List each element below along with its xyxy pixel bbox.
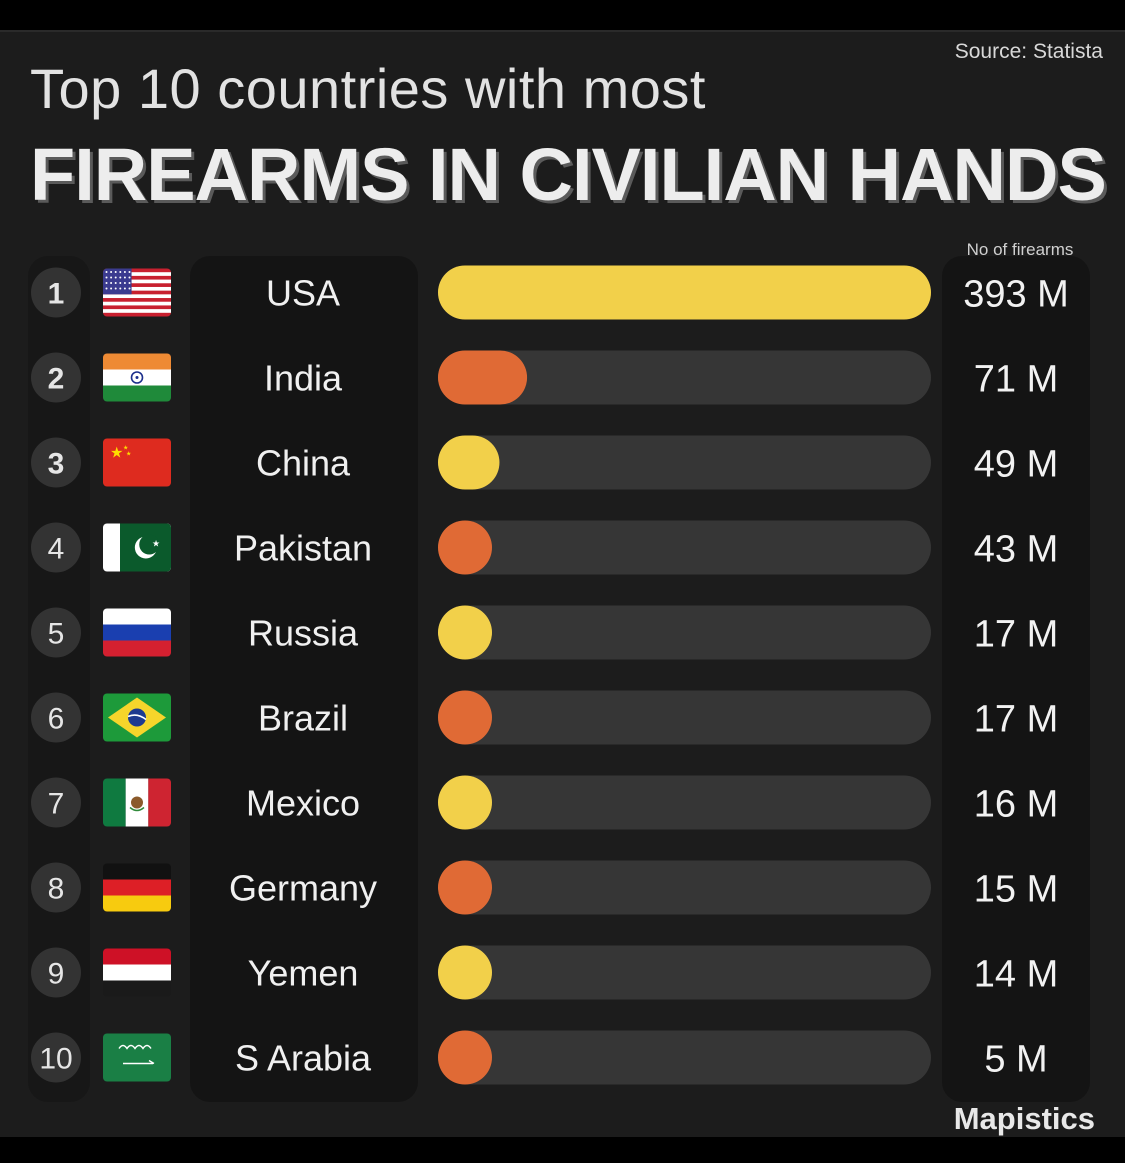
russia-flag [103, 608, 171, 657]
bar-chart: 1 USA 393 M2 India 71 M3 ★ ★★ China 49 M4 ★ Pakist… [28, 256, 1090, 1102]
value-label: 15 M [974, 869, 1058, 911]
value-label: 17 M [974, 614, 1058, 656]
country-label: Brazil [258, 698, 348, 739]
chart-row: 10 S Arabia 5 M [31, 1030, 1048, 1085]
source-label: Source: Statista [954, 40, 1103, 63]
rank-label: 8 [48, 873, 65, 906]
value-column-panel [942, 256, 1090, 1102]
brand-logo-text: Mapistics [953, 1101, 1095, 1136]
country-label: Germany [229, 868, 377, 909]
china-flag: ★ ★★ [103, 438, 171, 487]
country-label: Russia [248, 613, 359, 654]
svg-text:★: ★ [123, 445, 128, 452]
rank-label: 7 [48, 788, 65, 821]
value-column-header: No of firearms [966, 240, 1074, 259]
bar [438, 350, 528, 405]
title-line2: FIREARMS IN CIVILIAN HANDS [30, 133, 1107, 216]
usa-flag [103, 268, 171, 317]
chart-row: 4 ★ Pakistan 43 M [31, 520, 1058, 575]
bar [438, 520, 492, 575]
bar-track [438, 945, 931, 1000]
rank-label: 1 [48, 278, 65, 311]
rank-label: 4 [48, 533, 65, 566]
bar [438, 435, 500, 490]
bar-track [438, 775, 931, 830]
title-line1: Top 10 countries with most [30, 57, 706, 120]
rank-label: 9 [48, 958, 65, 991]
svg-text:★: ★ [126, 451, 131, 458]
saudi-arabia-flag [103, 1033, 171, 1082]
bar [438, 690, 492, 745]
rank-label: 6 [48, 703, 65, 736]
india-flag [103, 353, 171, 402]
brazil-flag [103, 693, 171, 742]
bar-track [438, 1030, 931, 1085]
bar [438, 775, 492, 830]
bar [438, 605, 492, 660]
chart-row: 6 Brazil 17 M [31, 690, 1058, 745]
rank-badge [31, 522, 81, 573]
rank-badge [31, 607, 81, 658]
value-label: 71 M [974, 359, 1058, 401]
rank-label: 5 [48, 618, 65, 651]
bar-track [438, 860, 931, 915]
value-label: 16 M [974, 784, 1058, 826]
country-label: USA [266, 273, 340, 314]
chart-row: 5 Russia 17 M [31, 605, 1058, 660]
value-label: 43 M [974, 529, 1058, 571]
country-label: Mexico [246, 783, 360, 824]
bar-track [438, 350, 931, 405]
rank-badge [31, 862, 81, 913]
chart-row: 3 ★ ★★ China 49 M [31, 435, 1058, 490]
rank-badge [31, 352, 81, 403]
svg-text:★: ★ [110, 445, 123, 462]
bar-track [438, 690, 931, 745]
rank-badge [31, 947, 81, 998]
chart-row: 9 Yemen 14 M [31, 945, 1058, 1000]
bar [438, 860, 492, 915]
rank-badge [31, 1032, 81, 1083]
chart-row: 1 USA 393 M [31, 265, 1069, 320]
germany-flag [103, 863, 171, 912]
svg-text:★: ★ [152, 539, 160, 549]
mexico-flag [103, 778, 171, 827]
rank-badge [31, 692, 81, 743]
bar-track [438, 605, 931, 660]
rank-label: 3 [48, 448, 65, 481]
yemen-flag [103, 948, 171, 997]
value-label: 5 M [984, 1039, 1047, 1081]
country-label: India [264, 358, 343, 399]
value-label: 49 M [974, 444, 1058, 486]
country-label: Pakistan [234, 528, 372, 569]
rank-label: 2 [48, 363, 65, 396]
rank-badge [31, 777, 81, 828]
bar [438, 1030, 492, 1085]
value-label: 17 M [974, 699, 1058, 741]
chart-row: 7 Mexico 16 M [31, 775, 1058, 830]
chart-row: 2 India 71 M [31, 350, 1058, 405]
bar-track [438, 435, 931, 490]
bar [438, 265, 931, 320]
rank-badge [31, 437, 81, 488]
country-label: S Arabia [235, 1038, 372, 1079]
chart-row: 8 Germany 15 M [31, 860, 1058, 915]
value-label: 393 M [963, 274, 1069, 316]
country-label: China [256, 443, 351, 484]
country-label: Yemen [248, 953, 359, 994]
rank-badge [31, 267, 81, 318]
bar-track [438, 520, 931, 575]
pakistan-flag: ★ [103, 523, 171, 572]
infographic-card: Source: Statista Top 10 countries with m… [0, 30, 1125, 1137]
value-label: 14 M [974, 954, 1058, 996]
bar [438, 945, 492, 1000]
rank-label: 10 [39, 1043, 72, 1076]
country-column-panel [190, 256, 418, 1102]
